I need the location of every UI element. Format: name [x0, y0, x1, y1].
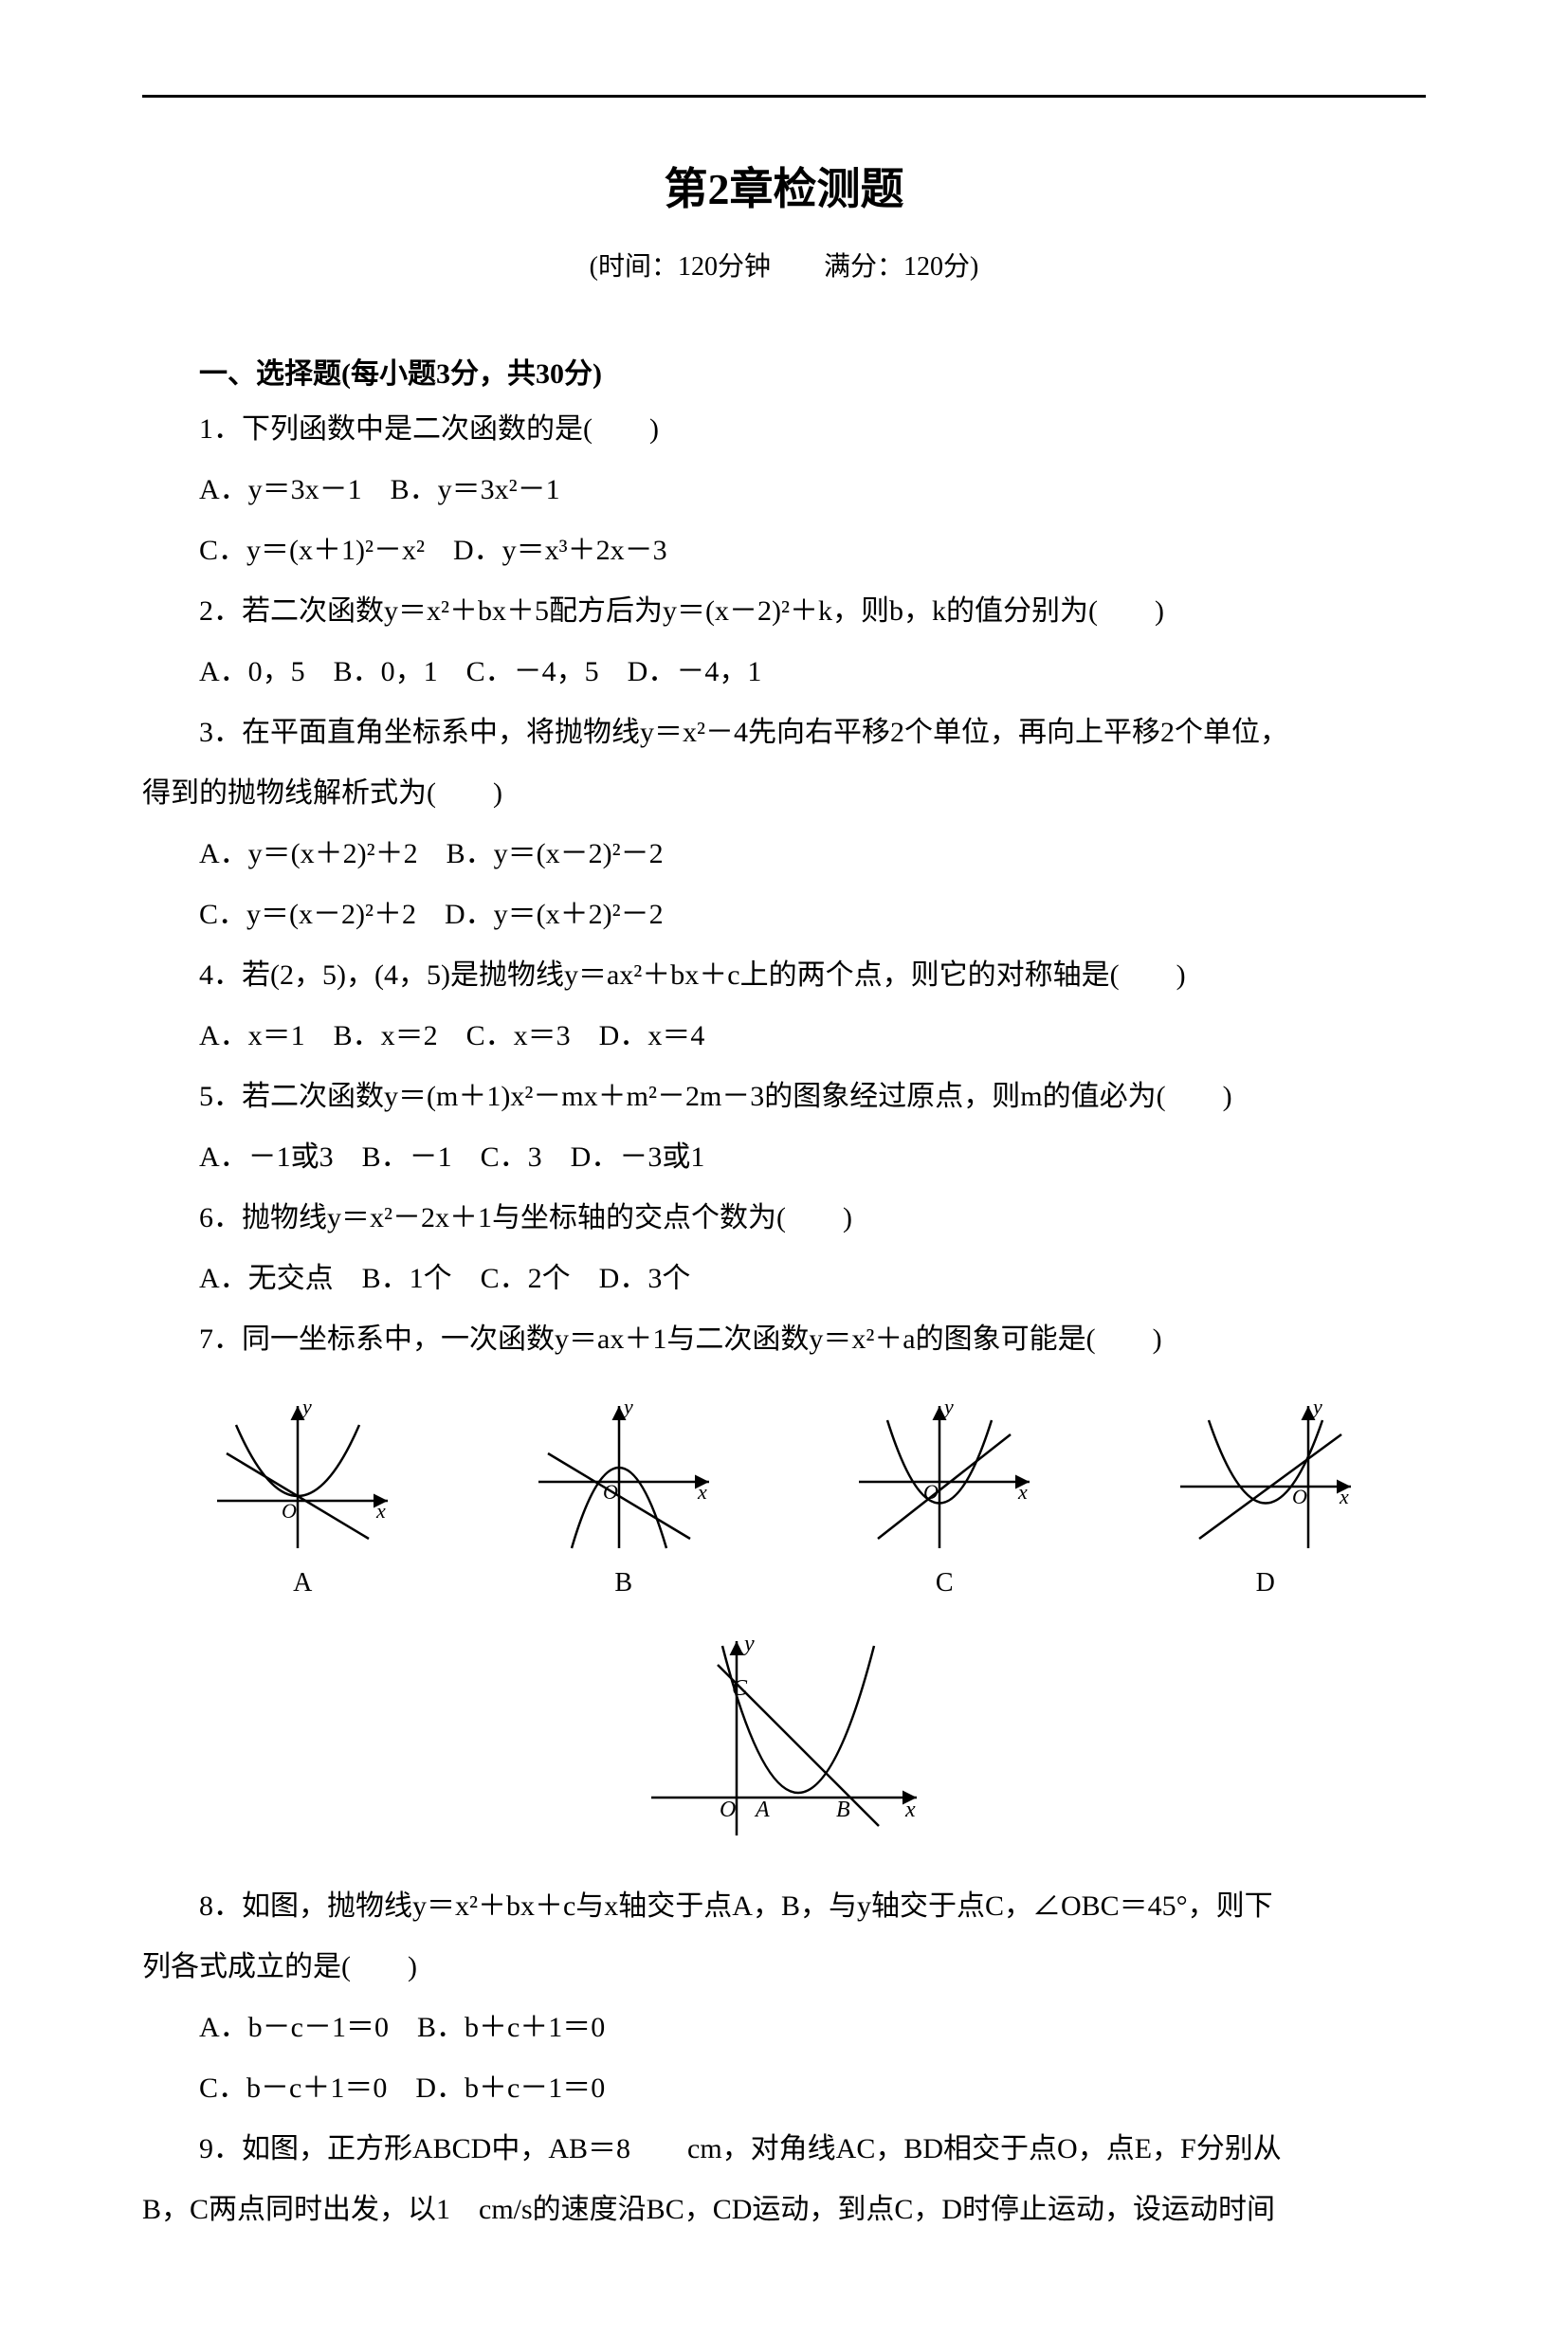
title-num: 2: [708, 165, 730, 213]
q8-figure: y x O C A B: [142, 1627, 1426, 1850]
axis-x-label: x: [697, 1480, 707, 1504]
q1: 1．下列函数中是二次函数的是( ): [142, 401, 1426, 458]
point-a-label: A: [754, 1798, 770, 1822]
q7: 7．同一坐标系中，一次函数y＝ax＋1与二次函数y＝x²＋a的图象可能是( ): [142, 1311, 1426, 1368]
q2: 2．若二次函数y＝x²＋bx＋5配方后为y＝(x－2)²＋k，则b，k的值分别为…: [142, 583, 1426, 640]
top-rule: [142, 95, 1426, 98]
q3-options-ab: A．y＝(x＋2)²＋2 B．y＝(x－2)²－2: [142, 826, 1426, 883]
fig-d-label: D: [1171, 1568, 1360, 1598]
point-b-label: B: [836, 1798, 850, 1822]
axis-y-label: y: [1311, 1397, 1322, 1418]
q8-svg: y x O C A B: [632, 1627, 936, 1845]
score-value: 120: [903, 252, 943, 282]
origin-label: O: [923, 1480, 939, 1504]
q3-options-cd: C．y＝(x－2)²＋2 D．y＝(x＋2)²－2: [142, 886, 1426, 943]
fig-b-label: B: [529, 1568, 719, 1598]
q6-options: A．无交点 B．1个 C．2个 D．3个: [142, 1251, 1426, 1307]
q8-options-cd: C．b－c＋1＝0 D．b＋c－1＝0: [142, 2060, 1426, 2117]
q8-line1: 8．如图，抛物线y＝x²＋bx＋c与x轴交于点A，B，与y轴交于点C，∠OBC＝…: [142, 1878, 1426, 1935]
title-suffix: 章检测题: [730, 165, 904, 213]
q1-options-ab: A．y＝3x－1 B．y＝3x²－1: [142, 462, 1426, 519]
graph-d-svg: y x O: [1171, 1397, 1360, 1558]
fig-a-label: A: [208, 1568, 397, 1598]
origin-label: O: [603, 1480, 618, 1504]
section-1-heading: 一、选择题(每小题3分，共30分): [142, 350, 1426, 392]
q2-options: A．0，5 B．0，1 C．－4，5 D．－4，1: [142, 644, 1426, 701]
q4: 4．若(2，5)，(4，5)是抛物线y＝ax²＋bx＋c上的两个点，则它的对称轴…: [142, 947, 1426, 1004]
q9-line2: B，C两点同时出发，以1 cm/s的速度沿BC，CD运动，到点C，D时停止运动，…: [142, 2182, 1426, 2238]
time-unit: 分钟: [718, 252, 771, 282]
axis-x-label: x: [375, 1499, 386, 1523]
score-unit: 分): [943, 252, 978, 282]
q5-options: A．－1或3 B．－1 C．3 D．－3或1: [142, 1129, 1426, 1186]
axis-x-label: x: [1017, 1480, 1028, 1504]
q7-fig-c: y x O C: [849, 1397, 1039, 1598]
axis-x-label: x: [904, 1798, 916, 1822]
time-label: (时间：: [590, 252, 678, 282]
q9-line1: 9．如图，正方形ABCD中，AB＝8 cm，对角线AC，BD相交于点O，点E，F…: [142, 2121, 1426, 2178]
q7-fig-a: y x O A: [208, 1397, 397, 1598]
origin-label: O: [720, 1798, 736, 1822]
axis-y-label: y: [942, 1397, 954, 1418]
title-prefix: 第: [665, 165, 708, 213]
fig-c-label: C: [849, 1568, 1039, 1598]
origin-label: O: [282, 1499, 297, 1523]
axis-x-label: x: [1339, 1485, 1349, 1508]
q4-options: A．x＝1 B．x＝2 C．x＝3 D．x＝4: [142, 1008, 1426, 1065]
axis-y-label: y: [742, 1632, 755, 1656]
q7-fig-d: y x O D: [1171, 1397, 1360, 1598]
q8-line2: 列各式成立的是( ): [142, 1939, 1426, 1996]
score-label: 满分：: [824, 252, 903, 282]
graph-b-svg: y x O: [529, 1397, 719, 1558]
q1-options-cd: C．y＝(x＋1)²－x² D．y＝x³＋2x－3: [142, 522, 1426, 579]
q6: 6．抛物线y＝x²－2x＋1与坐标轴的交点个数为( ): [142, 1190, 1426, 1247]
origin-label: O: [1292, 1485, 1307, 1508]
q3-line1: 3．在平面直角坐标系中，将抛物线y＝x²－4先向右平移2个单位，再向上平移2个单…: [142, 704, 1426, 761]
time-value: 120: [678, 252, 718, 282]
page-title: 第2章检测题: [142, 155, 1426, 217]
q7-figure-row: y x O A y x O B: [142, 1397, 1426, 1598]
q3-line2: 得到的抛物线解析式为( ): [142, 765, 1426, 822]
graph-c-svg: y x O: [849, 1397, 1039, 1558]
graph-a-svg: y x O: [208, 1397, 397, 1558]
q7-fig-b: y x O B: [529, 1397, 719, 1598]
q8-options-ab: A．b－c－1＝0 B．b＋c＋1＝0: [142, 1999, 1426, 2056]
axis-y-label: y: [301, 1397, 312, 1418]
q5: 5．若二次函数y＝(m＋1)x²－mx＋m²－2m－3的图象经过原点，则m的值必…: [142, 1068, 1426, 1125]
point-c-label: C: [732, 1676, 748, 1701]
exam-meta: (时间：120分钟 满分：120分): [142, 246, 1426, 283]
axis-y-label: y: [622, 1397, 633, 1418]
